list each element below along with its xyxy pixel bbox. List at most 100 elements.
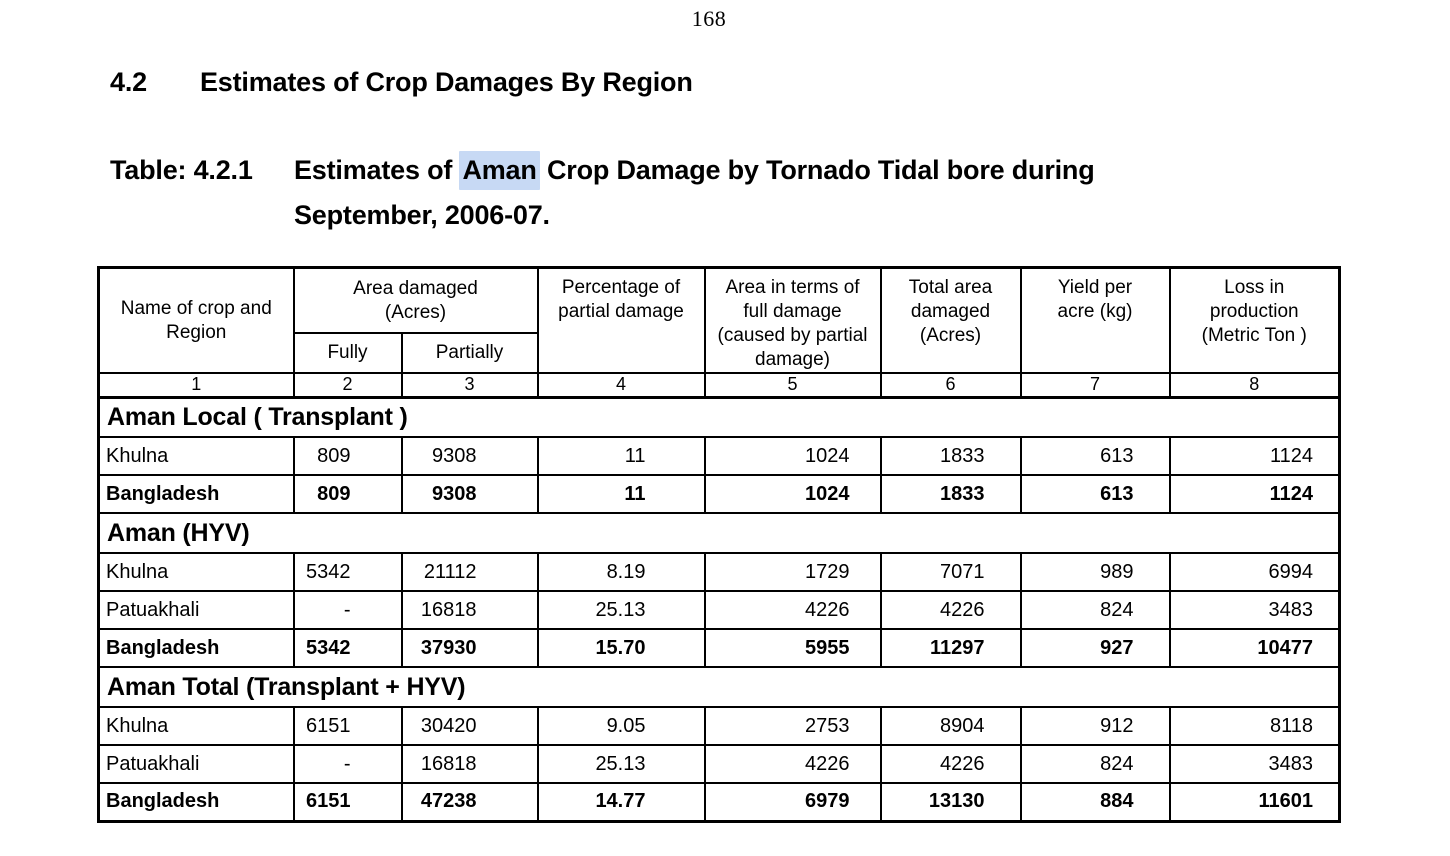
caption-text-before: Estimates of — [294, 155, 460, 185]
header-loss-production: Loss in production (Metric Ton ) — [1168, 266, 1341, 374]
caption-text-after: Crop Damage by Tornado Tidal bore during — [539, 155, 1095, 185]
value-cell: 613 — [1019, 436, 1171, 476]
value-cell: 11601 — [1168, 782, 1341, 822]
value-cell: 824 — [1019, 744, 1171, 784]
header-area-damaged-group: Area damaged (Acres) — [292, 266, 539, 335]
column-number-cell: 8 — [1168, 372, 1341, 399]
caption-line1: Estimates of Aman Crop Damage by Tornado… — [294, 151, 1095, 190]
value-cell: 11 — [536, 436, 706, 476]
section-title-row: Aman Local ( Transplant ) — [97, 396, 1341, 438]
table-row: Bangladesh 809 9308 11 1024 1833 613 112… — [97, 474, 1341, 514]
section-title-cell: Aman Total (Transplant + HYV) — [97, 666, 1341, 708]
value-cell: 1833 — [879, 474, 1022, 514]
value-cell: 5342 — [292, 552, 403, 592]
section-title: Estimates of Crop Damages By Region — [200, 67, 693, 97]
column-number-cell: 1 — [97, 372, 295, 399]
value-cell: 8.19 — [536, 552, 706, 592]
table-row: Bangladesh 5342 37930 15.70 5955 11297 9… — [97, 628, 1341, 668]
value-cell: - — [292, 744, 403, 784]
section-title-cell: Aman (HYV) — [97, 512, 1341, 554]
value-cell: 1124 — [1168, 436, 1341, 476]
value-cell: 11 — [536, 474, 706, 514]
header-area-full-damage: Area in terms of full damage (caused by … — [703, 266, 882, 374]
crop-damage-table: Name of crop and Region Area damaged (Ac… — [97, 266, 1341, 823]
value-cell: 8904 — [879, 706, 1022, 746]
value-cell: 912 — [1019, 706, 1171, 746]
value-cell: 1729 — [703, 552, 882, 592]
value-cell: 9.05 — [536, 706, 706, 746]
value-cell: 6979 — [703, 782, 882, 822]
header-name-of-crop: Name of crop and Region — [97, 266, 295, 374]
value-cell: 1833 — [879, 436, 1022, 476]
column-number-cell: 3 — [400, 372, 539, 399]
value-cell: 884 — [1019, 782, 1171, 822]
region-cell: Khulna — [97, 436, 295, 476]
value-cell: 7071 — [879, 552, 1022, 592]
value-cell: 47238 — [400, 782, 539, 822]
value-cell: 809 — [292, 474, 403, 514]
value-cell: 5955 — [703, 628, 882, 668]
region-cell: Bangladesh — [97, 782, 295, 822]
region-cell: Khulna — [97, 706, 295, 746]
value-cell: 21112 — [400, 552, 539, 592]
value-cell: 1024 — [703, 474, 882, 514]
table-row: Khulna 5342 21112 8.19 1729 7071 989 699… — [97, 552, 1341, 592]
section-title-row: Aman Total (Transplant + HYV) — [97, 666, 1341, 708]
header-percentage-partial: Percentage of partial damage — [536, 266, 706, 374]
column-number-cell: 6 — [879, 372, 1022, 399]
region-cell: Bangladesh — [97, 628, 295, 668]
value-cell: 4226 — [879, 590, 1022, 630]
table-row: Khulna 809 9308 11 1024 1833 613 1124 — [97, 436, 1341, 476]
value-cell: 824 — [1019, 590, 1171, 630]
header-row-2: Fully Partially — [99, 332, 1340, 374]
value-cell: 4226 — [703, 590, 882, 630]
region-cell: Patuakhali — [97, 744, 295, 784]
table-row: Patuakhali - 16818 25.13 4226 4226 824 3… — [97, 744, 1341, 784]
value-cell: 2753 — [703, 706, 882, 746]
value-cell: 13130 — [879, 782, 1022, 822]
section-title-row: Aman (HYV) — [97, 512, 1341, 554]
value-cell: - — [292, 590, 403, 630]
header-fully: Fully — [292, 332, 403, 374]
caption-label: Table: 4.2.1 — [110, 155, 253, 185]
value-cell: 9308 — [400, 436, 539, 476]
header-yield-per-acre: Yield per acre (kg) — [1019, 266, 1171, 374]
region-cell: Khulna — [97, 552, 295, 592]
header-row-1: Name of crop and Region Area damaged (Ac… — [97, 266, 1341, 374]
value-cell: 11297 — [879, 628, 1022, 668]
value-cell: 4226 — [703, 744, 882, 784]
header-total-area: Total area damaged (Acres) — [879, 266, 1022, 374]
caption-line2: September, 2006-07. — [294, 200, 550, 230]
column-number-cell: 4 — [536, 372, 706, 399]
table-row: Bangladesh 6151 47238 14.77 6979 13130 8… — [97, 782, 1341, 822]
value-cell: 25.13 — [536, 744, 706, 784]
value-cell: 1024 — [703, 436, 882, 476]
section-number: 4.2 — [110, 67, 147, 97]
region-cell: Patuakhali — [97, 590, 295, 630]
column-number-row: 1 2 3 4 5 6 7 8 — [97, 372, 1341, 399]
column-number-cell: 5 — [703, 372, 882, 399]
column-number-cell: 7 — [1019, 372, 1171, 399]
section-heading: 4.2 Estimates of Crop Damages By Region — [110, 66, 693, 98]
value-cell: 3483 — [1168, 744, 1341, 784]
value-cell: 1124 — [1168, 474, 1341, 514]
value-cell: 15.70 — [536, 628, 706, 668]
column-number-cell: 2 — [292, 372, 403, 399]
table-row: Khulna 6151 30420 9.05 2753 8904 912 811… — [97, 706, 1341, 746]
value-cell: 613 — [1019, 474, 1171, 514]
value-cell: 5342 — [292, 628, 403, 668]
caption-highlighted-word: Aman — [459, 151, 540, 190]
value-cell: 16818 — [400, 590, 539, 630]
table-caption: Table: 4.2.1 Estimates of Aman Crop Dama… — [110, 151, 1095, 231]
region-cell: Bangladesh — [97, 474, 295, 514]
section-title-cell: Aman Local ( Transplant ) — [97, 396, 1341, 438]
value-cell: 6151 — [292, 782, 403, 822]
value-cell: 6994 — [1168, 552, 1341, 592]
value-cell: 6151 — [292, 706, 403, 746]
value-cell: 989 — [1019, 552, 1171, 592]
value-cell: 37930 — [400, 628, 539, 668]
value-cell: 14.77 — [536, 782, 706, 822]
header-partially: Partially — [400, 332, 539, 374]
value-cell: 809 — [292, 436, 403, 476]
value-cell: 927 — [1019, 628, 1171, 668]
